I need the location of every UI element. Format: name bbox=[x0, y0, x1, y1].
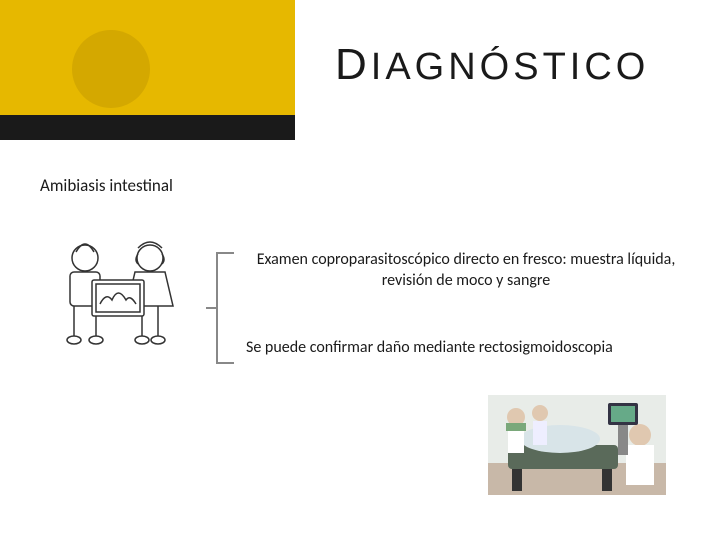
paragraph-exam: Examen coproparasitoscópico directo en f… bbox=[246, 250, 686, 292]
medical-procedure-photo bbox=[488, 395, 666, 495]
accent-circle bbox=[72, 30, 150, 108]
bracket-divider bbox=[216, 252, 234, 364]
title-first-letter: D bbox=[335, 40, 371, 89]
paragraph-confirm: Se puede confirmar daño mediante rectosi… bbox=[246, 338, 686, 357]
dark-underline-bar bbox=[0, 115, 295, 140]
page-title: DIAGNÓSTICO bbox=[335, 40, 649, 90]
title-rest: IAGNÓSTICO bbox=[371, 46, 650, 88]
children-drawing-icon bbox=[40, 236, 200, 366]
subtitle-text: Amibiasis intestinal bbox=[40, 175, 173, 196]
